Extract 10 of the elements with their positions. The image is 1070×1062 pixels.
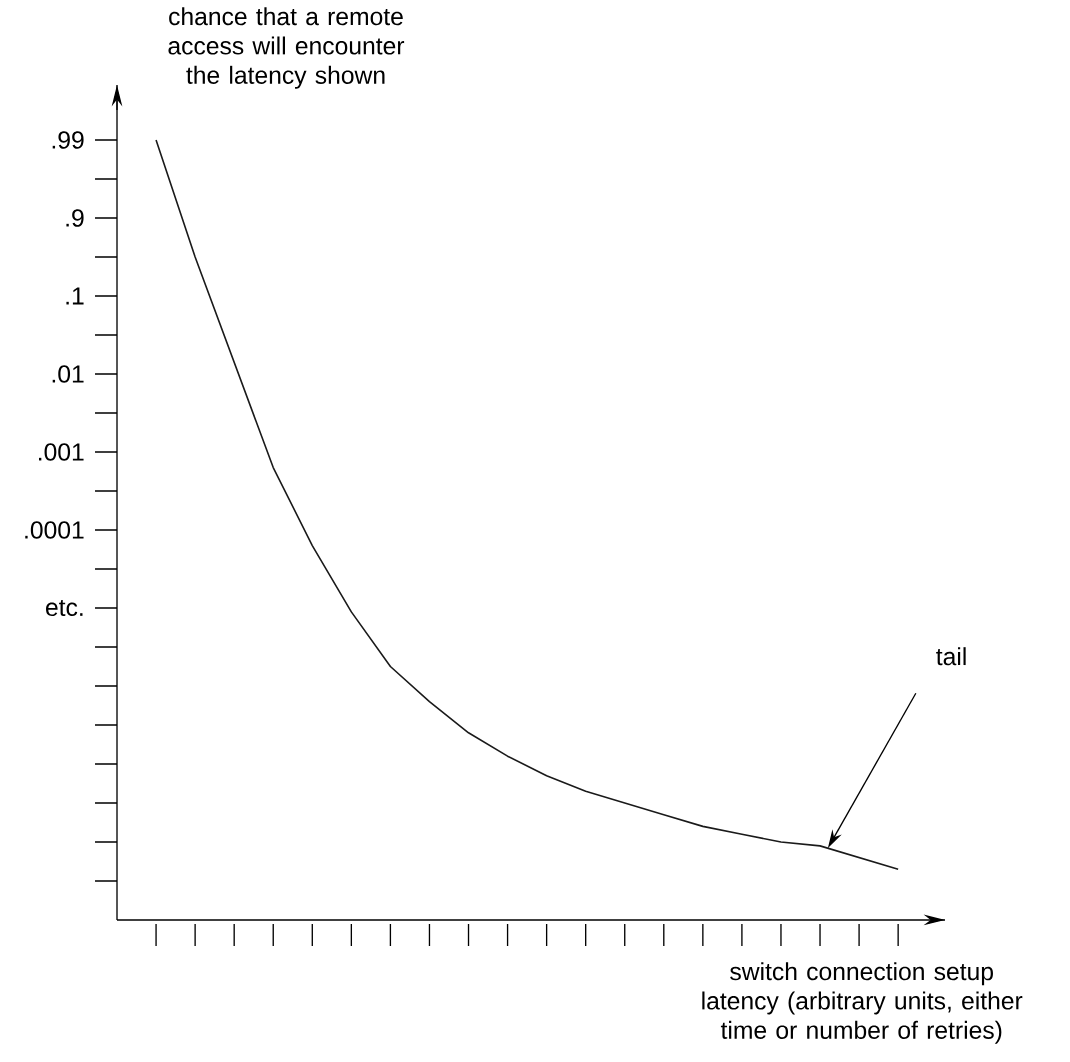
text: .9 (66, 209, 84, 227)
text: .99 (52, 131, 84, 149)
x-axis-title: switch connection setup latency (arbitrary units, either time or number of retries) (702, 962, 1023, 1044)
text: .01 (52, 365, 84, 383)
text: .1 (66, 287, 84, 305)
annotation: tail (936, 647, 966, 666)
text: etc. (46, 599, 83, 617)
y-axis-title: chance that a remote access will encounter the latency shown (168, 7, 405, 89)
text: .001 (38, 443, 84, 461)
text: .0001 (25, 521, 84, 539)
